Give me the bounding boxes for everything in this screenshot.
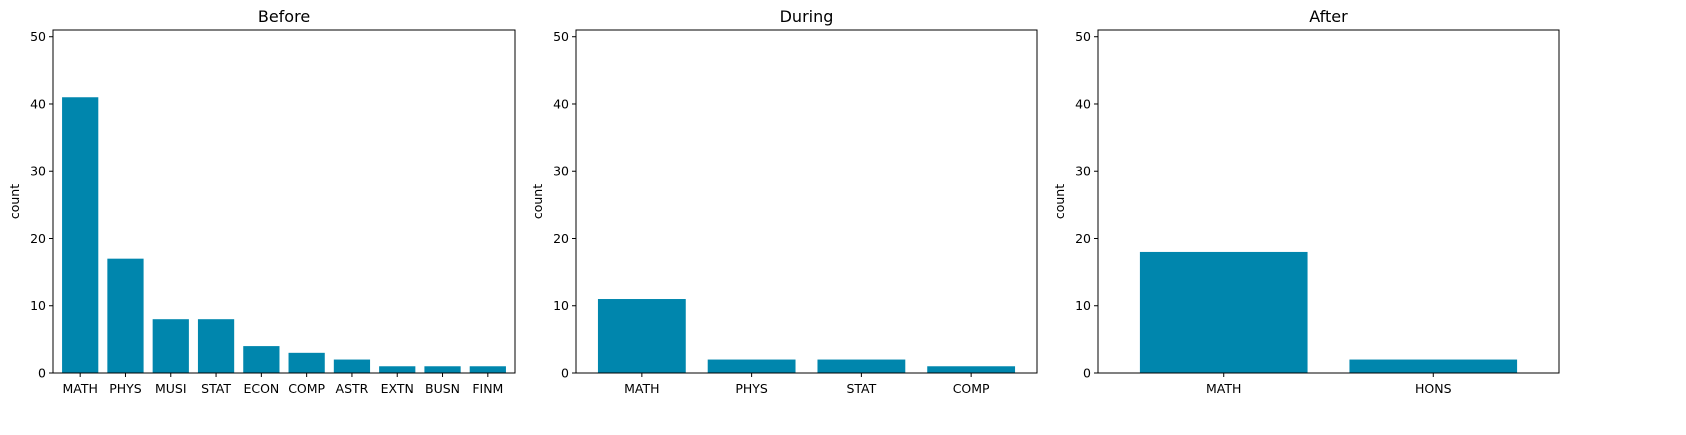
y-tick-label: 20: [553, 231, 569, 246]
bar-hons: [1349, 359, 1518, 373]
chart-panel-after: 0 10 20 30 40 50 MATH HONS After count: [1052, 7, 1560, 396]
x-tick-label: EXTN: [381, 381, 414, 396]
bar-stat: [197, 319, 235, 373]
y-tick-label: 0: [561, 366, 569, 381]
y-tick-label: 50: [1075, 29, 1091, 44]
x-tick-label: HONS: [1415, 381, 1452, 396]
chart-title: After: [1309, 7, 1348, 26]
x-tick-label: MATH: [624, 381, 659, 396]
x-tick-label: COMP: [288, 381, 325, 396]
x-tick-label: PHYS: [735, 381, 768, 396]
plot-frame: [52, 29, 516, 374]
bar-comp: [927, 366, 1016, 373]
bar-musi: [152, 319, 189, 373]
x-tick-label: PHYS: [109, 381, 142, 396]
x-tick-label: MATH: [1206, 381, 1241, 396]
x-tick-label: FINM: [472, 381, 503, 396]
x-tick-label: ECON: [243, 381, 279, 396]
bar-extn: [379, 366, 416, 373]
bar-econ: [243, 346, 280, 373]
chart-title: Before: [258, 7, 310, 26]
bar-math: [62, 97, 99, 373]
bar-astr: [333, 359, 371, 373]
bar-stat: [817, 359, 906, 373]
y-tick-label: 30: [30, 164, 46, 179]
y-tick-label: 40: [1075, 96, 1091, 111]
y-tick-label: 20: [30, 231, 46, 246]
y-axis-label: count: [7, 184, 22, 219]
chart-title: During: [780, 7, 834, 26]
x-tick-label: COMP: [953, 381, 990, 396]
y-axis-label: count: [1052, 184, 1067, 219]
y-tick-label: 0: [1083, 366, 1091, 381]
x-tick-label: STAT: [201, 381, 231, 396]
y-tick-label: 50: [553, 29, 569, 44]
plot-frame: [1097, 29, 1560, 374]
bar-comp: [288, 352, 325, 373]
chart-panel-during: 0 10 20 30 40 50 MATH PHYS STAT COMP During count: [530, 7, 1038, 396]
bar-math: [597, 299, 686, 373]
y-tick-label: 30: [1075, 164, 1091, 179]
y-axis-label: count: [530, 184, 545, 219]
y-tick-label: 50: [30, 29, 46, 44]
y-tick-label: 10: [553, 298, 569, 313]
bar-math: [1139, 251, 1308, 373]
x-tick-label: MUSI: [155, 381, 187, 396]
x-tick-label: MATH: [62, 381, 97, 396]
y-tick-label: 20: [1075, 231, 1091, 246]
y-tick-label: 30: [553, 164, 569, 179]
y-tick-label: 0: [38, 366, 46, 381]
plot-frame: [575, 29, 1038, 374]
bar-finm: [469, 366, 506, 373]
y-tick-label: 10: [30, 298, 46, 313]
bar-busn: [424, 366, 461, 373]
x-tick-label: ASTR: [336, 381, 369, 396]
y-tick-label: 10: [1075, 298, 1091, 313]
y-tick-label: 40: [30, 96, 46, 111]
y-tick-label: 40: [553, 96, 569, 111]
x-tick-label: STAT: [846, 381, 876, 396]
bar-phys: [707, 359, 796, 373]
bar-phys: [107, 258, 144, 373]
chart-panel-before: 0 10 20 30 40 50 MATH PHYS MUSI STAT ECON COMP ASTR E…: [7, 7, 516, 396]
x-tick-label: BUSN: [425, 381, 460, 396]
